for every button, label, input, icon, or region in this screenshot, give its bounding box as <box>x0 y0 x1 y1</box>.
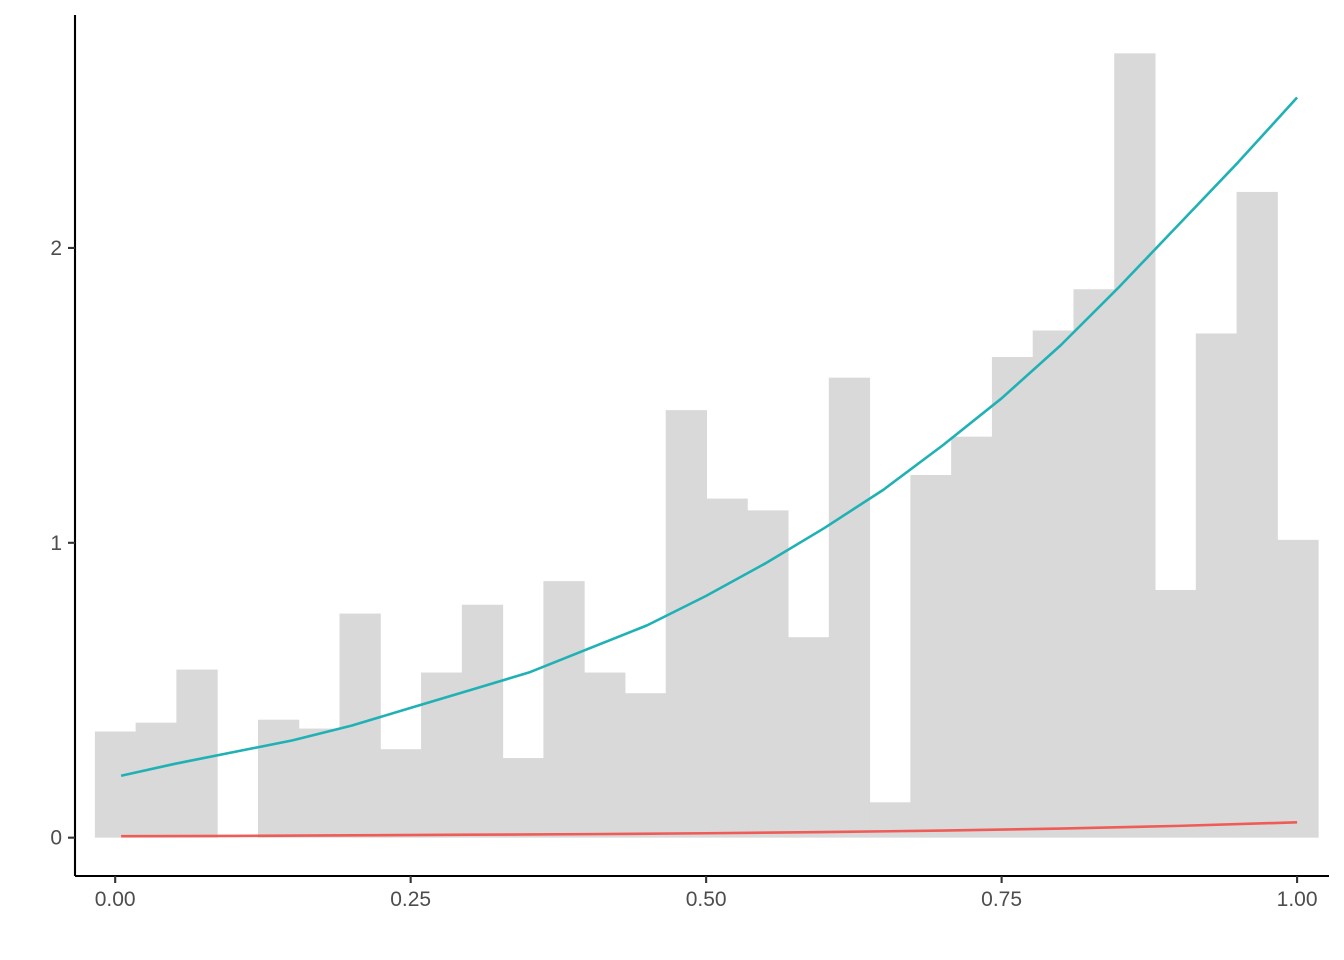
histogram-bar <box>1032 330 1074 838</box>
histogram-bar <box>502 758 544 838</box>
histogram-bar <box>339 613 381 838</box>
red-density-curve <box>121 821 1298 838</box>
histogram-bar <box>257 719 300 838</box>
x-tick-label: 0.75 <box>981 888 1022 911</box>
histogram-bar <box>665 410 707 838</box>
axes <box>73 15 1329 878</box>
histogram-bar <box>1155 589 1197 838</box>
histogram-bar <box>1236 191 1278 838</box>
histogram-bar <box>584 672 626 838</box>
histogram-bar <box>951 436 993 838</box>
x-axis-ticks: 0.00 0.25 0.50 0.75 1.00 <box>95 876 1318 911</box>
histogram-bar <box>1195 333 1238 838</box>
y-tick-label: 0 <box>50 827 62 850</box>
x-tick-label: 1.00 <box>1277 888 1318 911</box>
density-curves <box>120 96 1299 838</box>
histogram-bar <box>1073 289 1115 838</box>
x-tick-label: 0.00 <box>95 888 136 911</box>
histogram-bar <box>380 749 422 838</box>
histogram-bar <box>1277 539 1319 838</box>
y-tick-label: 2 <box>50 237 62 260</box>
histogram-bar <box>706 498 748 838</box>
x-tick-label: 0.50 <box>686 888 727 911</box>
histogram-bar <box>788 637 830 838</box>
histogram-bar <box>991 357 1034 838</box>
histogram-bar <box>910 474 952 838</box>
histogram-bar <box>624 693 667 838</box>
histogram-bar <box>747 510 789 838</box>
histogram-bar <box>176 669 218 838</box>
histogram-bar <box>94 731 137 838</box>
y-axis-ticks: 0 1 2 <box>50 237 75 850</box>
histogram-bar <box>543 581 585 838</box>
histogram-bar <box>298 728 341 838</box>
histogram-bar <box>1114 53 1156 838</box>
y-tick-label: 1 <box>50 532 62 555</box>
histogram-bars <box>94 53 1319 838</box>
x-tick-label: 0.25 <box>390 888 431 911</box>
teal-density-curve <box>120 96 1299 778</box>
histogram-bar <box>135 722 177 838</box>
histogram-bar <box>828 377 871 838</box>
histogram-bar <box>461 604 504 838</box>
histogram-bar <box>421 672 463 838</box>
